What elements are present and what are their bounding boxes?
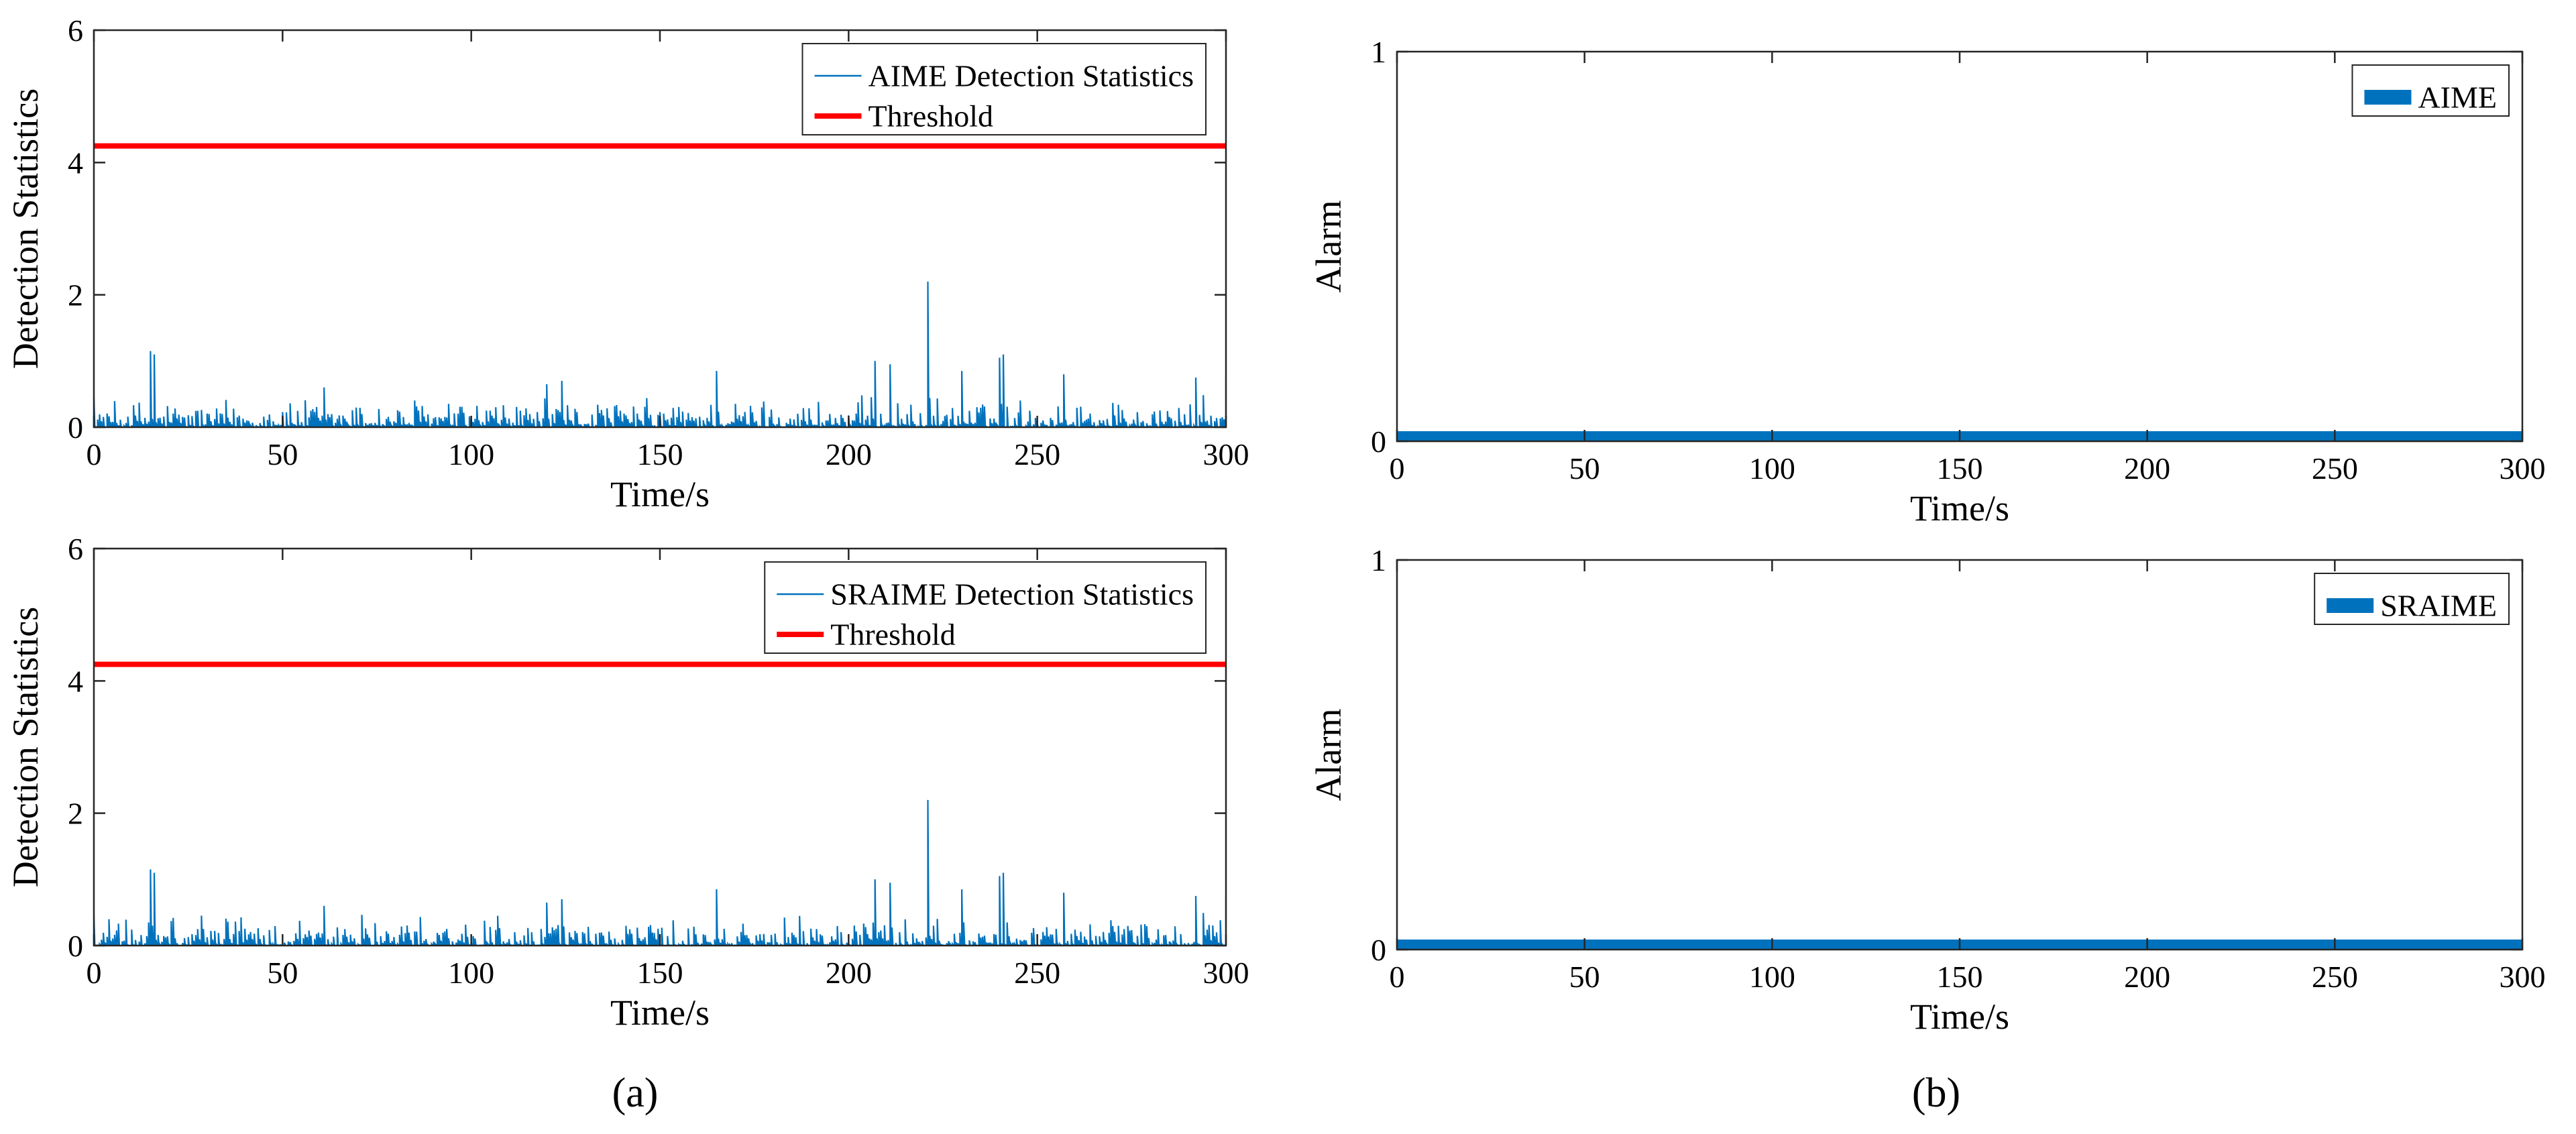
x-tick-label: 100: [448, 956, 494, 990]
y-tick-label: 2: [68, 278, 83, 313]
legend-label: AIME Detection Statistics: [869, 59, 1194, 93]
x-tick-label: 300: [2500, 451, 2546, 486]
x-tick-label: 200: [2124, 451, 2170, 486]
x-tick-label: 100: [448, 437, 494, 471]
y-tick-label: 0: [1371, 933, 1386, 967]
y-tick-label: 0: [68, 410, 83, 445]
y-tick-label: 1: [1371, 35, 1386, 69]
legend-label: SRAIME Detection Statistics: [830, 577, 1194, 612]
x-tick-label: 250: [1014, 956, 1060, 990]
y-tick-label: 4: [68, 146, 83, 180]
x-axis-title: Time/s: [1910, 997, 2009, 1037]
y-tick-label: 2: [68, 797, 83, 831]
x-tick-label: 300: [1203, 437, 1249, 471]
legend-box: [2314, 573, 2510, 625]
y-tick-label: 0: [68, 929, 83, 963]
x-tick-label: 250: [2312, 451, 2358, 486]
x-axis-title: Time/s: [610, 993, 710, 1033]
legend-a-bottom: SRAIME Detection Statistics Threshold: [764, 561, 1207, 654]
x-tick-label: 200: [826, 956, 872, 990]
legend-box: [764, 561, 1207, 654]
x-tick-label: 300: [2500, 960, 2546, 994]
legend-label: SRAIME: [2380, 589, 2497, 623]
legend-box: [801, 43, 1207, 135]
legend-b-bottom: SRAIME: [2314, 573, 2510, 625]
x-tick-label: 250: [2312, 960, 2358, 994]
x-axis-title: Time/s: [1910, 488, 2009, 528]
plot-area-a-top: [94, 143, 1226, 427]
chart-a-top: 0 50 100 150 200 250 300 0 2 4 6 Time/s Detection St…: [5, 13, 1249, 514]
x-tick-label: 100: [1749, 960, 1795, 994]
x-tick-label: 200: [826, 437, 872, 471]
series-sraime-detection-statistics: [94, 799, 1226, 946]
x-tick-label: 0: [87, 956, 102, 990]
legend-label: Threshold: [830, 618, 956, 652]
y-tick-label: 6: [68, 532, 83, 566]
x-tick-label: 150: [637, 956, 683, 990]
legend-a-top: AIME Detection Statistics Threshold: [801, 43, 1207, 135]
panel-label-a: (a): [612, 1070, 659, 1116]
y-axis-title: Detection Statistics: [5, 607, 46, 887]
x-axis-title: Time/s: [610, 474, 710, 514]
x-tick-label: 0: [1390, 960, 1405, 994]
x-tick-label: 0: [87, 437, 102, 471]
plot-area-a-bottom: [94, 661, 1226, 946]
x-tick-label: 50: [1569, 451, 1600, 486]
y-axis-title: Detection Statistics: [5, 89, 46, 369]
x-tick-label: 0: [1390, 451, 1405, 486]
x-tick-label: 100: [1749, 451, 1795, 486]
x-tick-label: 150: [637, 437, 683, 471]
y-tick-label: 0: [1371, 424, 1386, 459]
x-tick-label: 50: [267, 956, 298, 990]
chart-b-top: 0 50 100 150 200 250 300 0 1 Time/s Alarm AIME: [1308, 35, 2546, 528]
y-axis-title: Alarm: [1308, 709, 1349, 801]
x-tick-label: 200: [2124, 960, 2170, 994]
x-tick-label: 250: [1014, 437, 1060, 471]
y-tick-label: 6: [68, 13, 83, 48]
y-tick-label: 4: [68, 664, 83, 698]
legend-b-top: AIME: [2351, 64, 2510, 117]
x-tick-label: 50: [1569, 960, 1600, 994]
x-tick-label: 150: [1937, 960, 1983, 994]
y-tick-label: 1: [1371, 543, 1386, 577]
y-axis-title: Alarm: [1308, 201, 1349, 293]
legend-label: AIME: [2418, 80, 2497, 115]
legend-label: Threshold: [869, 99, 994, 133]
x-tick-label: 300: [1203, 956, 1249, 990]
chart-b-bottom: 0 50 100 150 200 250 300 0 1 Time/s Alarm SRAIME: [1308, 543, 2546, 1037]
chart-a-bottom: 0 50 100 150 200 250 300 0 2 4 6 Time/s Detection St…: [5, 532, 1249, 1033]
x-tick-label: 50: [267, 437, 298, 471]
x-tick-label: 150: [1937, 451, 1983, 486]
series-aime-detection-statistics: [94, 281, 1226, 427]
panel-label-b: (b): [1912, 1070, 1960, 1116]
